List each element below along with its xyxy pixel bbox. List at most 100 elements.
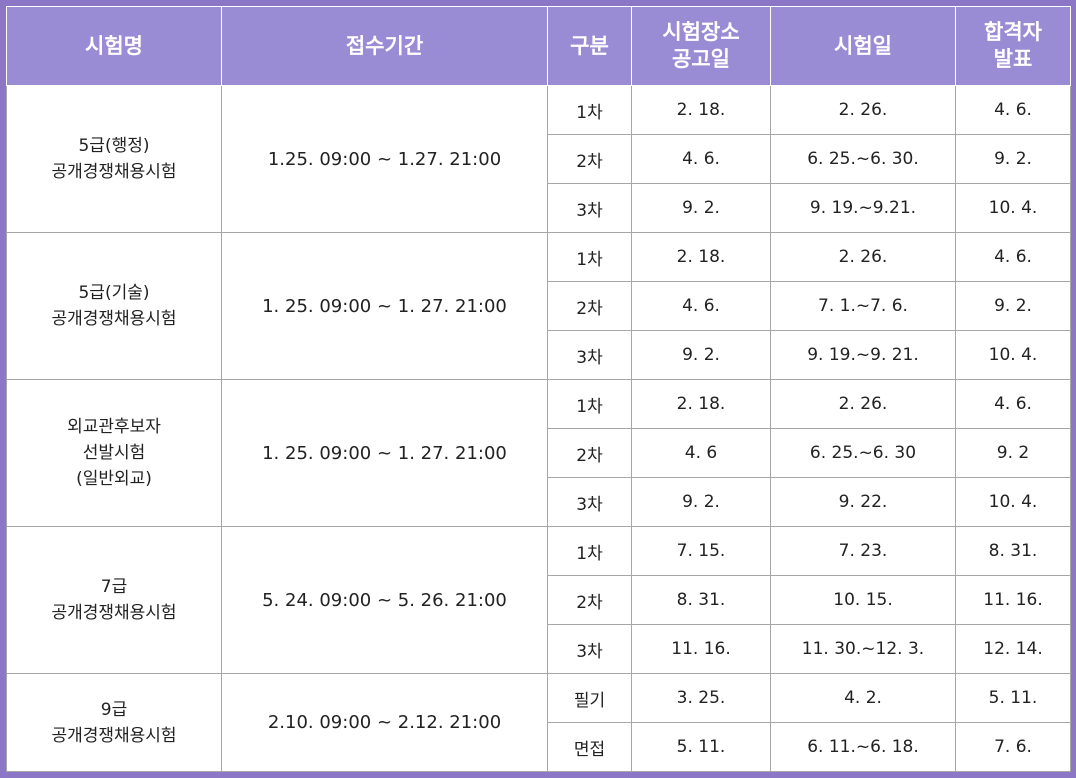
exam-name-line: 공개경쟁채용시험 bbox=[51, 162, 177, 182]
exam-name-line: 9급 bbox=[100, 699, 128, 720]
application-period-cell: 5. 24. 09:00 ~ 5. 26. 21:00 bbox=[221, 526, 548, 674]
table-row: 2차 4. 6. 6. 25.~6. 30. 9. 2. bbox=[7, 134, 1071, 184]
result-date-cell: 4. 6. bbox=[955, 379, 1071, 429]
venue-announce-cell: 5. 11. bbox=[631, 722, 771, 772]
exam-name-cell: 5급(기술) 공개경쟁채용시험 bbox=[6, 232, 222, 380]
header-stage: 구분 bbox=[547, 6, 632, 86]
table-row: 2차 4. 6. 7. 1.~7. 6. 9. 2. bbox=[7, 281, 1071, 331]
header-exam-date: 시험일 bbox=[770, 6, 956, 86]
table-header: 시험명 접수기간 구분 시험장소 공고일 시험일 합격자 발표 bbox=[6, 6, 1071, 86]
exam-date-cell: 7. 1.~7. 6. bbox=[770, 281, 956, 331]
table-body: 5급(행정) 공개경쟁채용시험 1.25. 09:00 ~ 1.27. 21:0… bbox=[6, 85, 1071, 772]
stage-cell: 1차 bbox=[547, 85, 632, 135]
venue-announce-cell: 9. 2. bbox=[631, 477, 771, 527]
table-row: 3차 11. 16. 11. 30.~12. 3. 12. 14. bbox=[7, 624, 1071, 674]
exam-date-cell: 6. 25.~6. 30. bbox=[770, 134, 956, 184]
header-venue-announce-line: 시험장소 bbox=[662, 20, 740, 44]
exam-name-line: (일반외교) bbox=[76, 469, 152, 489]
exam-date-cell: 6. 11.~6. 18. bbox=[770, 722, 956, 772]
header-venue-announce: 시험장소 공고일 bbox=[631, 6, 771, 86]
venue-announce-cell: 4. 6 bbox=[631, 428, 771, 478]
result-date-cell: 12. 14. bbox=[955, 624, 1071, 674]
venue-announce-cell: 7. 15. bbox=[631, 526, 771, 576]
exam-date-cell: 4. 2. bbox=[770, 673, 956, 723]
result-date-cell: 9. 2. bbox=[955, 134, 1071, 184]
exam-name-line: 7급 bbox=[100, 577, 128, 597]
table-row: 9급 공개경쟁채용시험 2.10. 09:00 ~ 2.12. 21:00 필기… bbox=[6, 673, 1071, 772]
header-exam-name: 시험명 bbox=[6, 6, 222, 86]
result-date-cell: 10. 4. bbox=[955, 183, 1071, 233]
exam-name-cell: 7급 공개경쟁채용시험 bbox=[6, 526, 222, 674]
application-period-cell: 2.10. 09:00 ~ 2.12. 21:00 bbox=[221, 673, 548, 772]
header-result: 합격자 발표 bbox=[955, 6, 1071, 86]
table-row: 3차 9. 2. 9. 19.~9. 21. 10. 4. bbox=[7, 330, 1071, 380]
header-result-line: 발표 bbox=[993, 47, 1033, 71]
table-row: 면접 5. 11. 6. 11.~6. 18. 7. 6. bbox=[7, 722, 1071, 772]
exam-name-line: 외교관후보자 bbox=[67, 417, 161, 437]
venue-announce-cell: 2. 18. bbox=[631, 232, 771, 282]
stage-cell: 면접 bbox=[547, 722, 632, 772]
result-date-cell: 4. 6. bbox=[955, 232, 1071, 282]
application-period-cell: 1.25. 09:00 ~ 1.27. 21:00 bbox=[221, 85, 548, 233]
stage-cell: 3차 bbox=[547, 183, 632, 233]
venue-announce-cell: 8. 31. bbox=[631, 575, 771, 625]
venue-announce-cell: 3. 25. bbox=[631, 673, 771, 723]
result-date-cell: 9. 2. bbox=[955, 281, 1071, 331]
schedule-frame: 시험명 접수기간 구분 시험장소 공고일 시험일 합격자 발표 5급(행정) 공 bbox=[6, 6, 1071, 772]
venue-announce-cell: 2. 18. bbox=[631, 379, 771, 429]
exam-name-line: 공개경쟁채용시험 bbox=[51, 725, 177, 746]
table-row: 2차 8. 31. 10. 15. 11. 16. bbox=[7, 575, 1071, 625]
exam-name-line: 공개경쟁채용시험 bbox=[51, 309, 177, 329]
exam-name-line: 5급(행정) bbox=[78, 136, 150, 156]
venue-announce-cell: 9. 2. bbox=[631, 183, 771, 233]
stage-cell: 2차 bbox=[547, 134, 632, 184]
exam-date-cell: 11. 30.~12. 3. bbox=[770, 624, 956, 674]
stage-cell: 3차 bbox=[547, 477, 632, 527]
stage-cell: 2차 bbox=[547, 575, 632, 625]
stage-cell: 1차 bbox=[547, 526, 632, 576]
stage-cell: 1차 bbox=[547, 232, 632, 282]
venue-announce-cell: 9. 2. bbox=[631, 330, 771, 380]
stage-cell: 3차 bbox=[547, 624, 632, 674]
venue-announce-cell: 4. 6. bbox=[631, 134, 771, 184]
stage-cell: 2차 bbox=[547, 428, 632, 478]
exam-date-cell: 9. 19.~9.21. bbox=[770, 183, 956, 233]
exam-date-cell: 9. 19.~9. 21. bbox=[770, 330, 956, 380]
stage-cell: 3차 bbox=[547, 330, 632, 380]
header-result-line: 합격자 bbox=[984, 20, 1042, 44]
table-row: 2차 4. 6 6. 25.~6. 30 9. 2 bbox=[7, 428, 1071, 478]
exam-name-cell: 5급(행정) 공개경쟁채용시험 bbox=[6, 85, 222, 233]
table-row: 외교관후보자 선발시험 (일반외교) 1. 25. 09:00 ~ 1. 27.… bbox=[6, 379, 1071, 527]
header-venue-announce-line: 공고일 bbox=[672, 47, 730, 71]
venue-announce-cell: 4. 6. bbox=[631, 281, 771, 331]
result-date-cell: 8. 31. bbox=[955, 526, 1071, 576]
exam-date-cell: 2. 26. bbox=[770, 232, 956, 282]
result-date-cell: 9. 2 bbox=[955, 428, 1071, 478]
exam-name-line: 5급(기술) bbox=[78, 283, 150, 303]
table-row: 5급(기술) 공개경쟁채용시험 1. 25. 09:00 ~ 1. 27. 21… bbox=[6, 232, 1071, 380]
exam-date-cell: 9. 22. bbox=[770, 477, 956, 527]
result-date-cell: 7. 6. bbox=[955, 722, 1071, 772]
venue-announce-cell: 2. 18. bbox=[631, 85, 771, 135]
result-date-cell: 4. 6. bbox=[955, 85, 1071, 135]
result-date-cell: 10. 4. bbox=[955, 477, 1071, 527]
table-row: 7급 공개경쟁채용시험 5. 24. 09:00 ~ 5. 26. 21:00 … bbox=[6, 526, 1071, 674]
stage-cell: 1차 bbox=[547, 379, 632, 429]
exam-name-cell: 9급 공개경쟁채용시험 bbox=[6, 673, 222, 772]
exam-name-cell: 외교관후보자 선발시험 (일반외교) bbox=[6, 379, 222, 527]
result-date-cell: 11. 16. bbox=[955, 575, 1071, 625]
application-period-cell: 1. 25. 09:00 ~ 1. 27. 21:00 bbox=[221, 379, 548, 527]
stage-cell: 필기 bbox=[547, 673, 632, 723]
header-row: 시험명 접수기간 구분 시험장소 공고일 시험일 합격자 발표 bbox=[6, 6, 1071, 86]
result-date-cell: 5. 11. bbox=[955, 673, 1071, 723]
result-date-cell: 10. 4. bbox=[955, 330, 1071, 380]
application-period-cell: 1. 25. 09:00 ~ 1. 27. 21:00 bbox=[221, 232, 548, 380]
table-row: 5급(행정) 공개경쟁채용시험 1.25. 09:00 ~ 1.27. 21:0… bbox=[6, 85, 1071, 233]
table-row: 3차 9. 2. 9. 22. 10. 4. bbox=[7, 477, 1071, 527]
stage-cell: 2차 bbox=[547, 281, 632, 331]
venue-announce-cell: 11. 16. bbox=[631, 624, 771, 674]
table-row: 3차 9. 2. 9. 19.~9.21. 10. 4. bbox=[7, 183, 1071, 233]
exam-date-cell: 2. 26. bbox=[770, 85, 956, 135]
exam-date-cell: 7. 23. bbox=[770, 526, 956, 576]
exam-name-line: 공개경쟁채용시험 bbox=[51, 603, 177, 623]
